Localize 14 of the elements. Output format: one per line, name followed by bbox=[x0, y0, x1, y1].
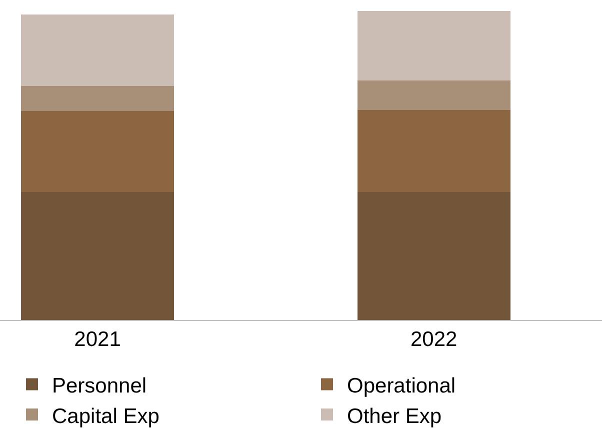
bar bbox=[357, 192, 510, 320]
bar bbox=[21, 192, 174, 320]
x-tick-label: 2021 bbox=[74, 328, 121, 352]
legend-label: Other Exp bbox=[347, 404, 442, 428]
bar bbox=[357, 110, 510, 192]
bar bbox=[357, 80, 510, 110]
legend-label: Operational bbox=[347, 374, 456, 398]
bar bbox=[21, 14, 174, 86]
legend-label: Personnel bbox=[52, 374, 147, 398]
x-tick-label: 2022 bbox=[410, 328, 458, 352]
bar bbox=[21, 86, 174, 111]
bar bbox=[21, 110, 174, 192]
bar bbox=[357, 11, 510, 80]
legend-label: Capital Exp bbox=[52, 404, 160, 428]
